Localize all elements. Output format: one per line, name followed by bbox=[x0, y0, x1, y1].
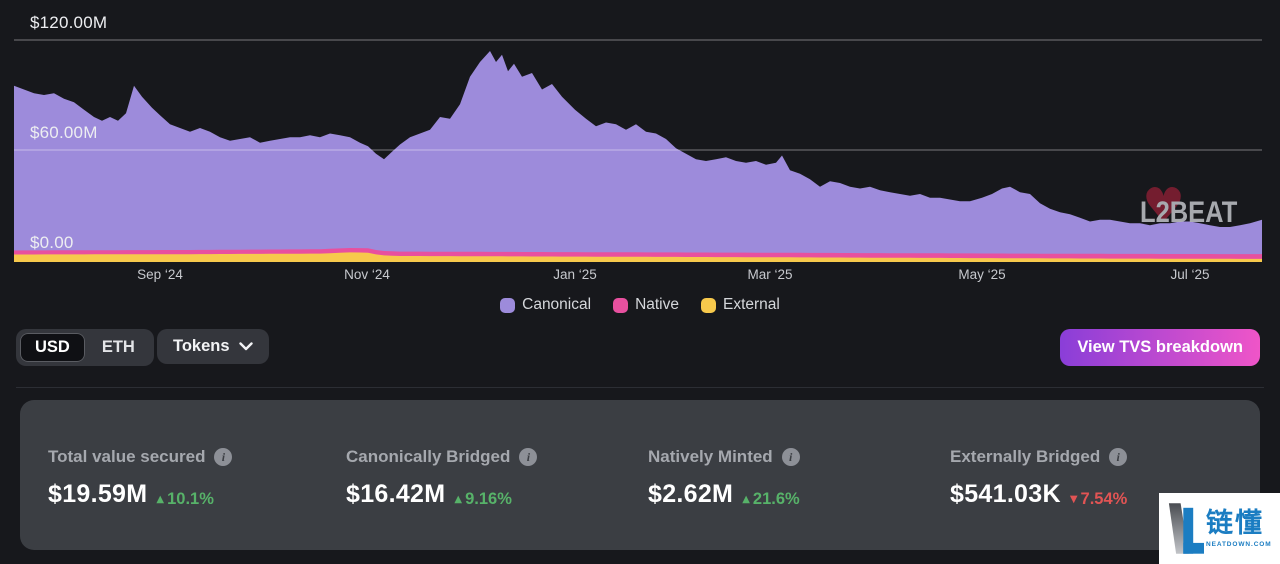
stat-label: Total value secured i bbox=[48, 447, 233, 467]
view-tvs-breakdown-button[interactable]: View TVS breakdown bbox=[1060, 329, 1260, 366]
l2beat-watermark: ♥ L2BEAT bbox=[1138, 178, 1254, 238]
stat-card-natively-minted: Natively Minted i $2.62M ▲ 21.6% bbox=[648, 400, 800, 509]
y-axis-label: $120.00M bbox=[30, 13, 108, 32]
chart-controls: USD ETH Tokens View TVS breakdown bbox=[16, 329, 1260, 367]
legend-swatch-icon bbox=[701, 297, 716, 313]
x-axis-label: Nov ‘24 bbox=[344, 267, 390, 282]
tokens-dropdown-label: Tokens bbox=[173, 337, 230, 355]
stat-change-text: 9.16% bbox=[465, 490, 512, 508]
y-axis-label: $60.00M bbox=[30, 123, 98, 142]
info-icon[interactable]: i bbox=[519, 448, 538, 466]
l2beat-logo-text: L2BEAT bbox=[1140, 196, 1238, 229]
currency-toggle[interactable]: USD ETH bbox=[16, 329, 154, 366]
legend-label: Canonical bbox=[522, 296, 592, 313]
x-axis-label: Sep ‘24 bbox=[137, 267, 183, 282]
stat-label: Externally Bridged i bbox=[950, 447, 1128, 467]
stat-change: ▼ 7.54% bbox=[1070, 490, 1128, 509]
chart-legend: Canonical Native External bbox=[0, 296, 1280, 314]
x-axis-label: Jul ‘25 bbox=[1170, 267, 1210, 282]
stat-change: ▲ 10.1% bbox=[156, 490, 214, 509]
canonical-area bbox=[14, 51, 1262, 262]
legend-item-canonical[interactable]: Canonical bbox=[500, 296, 591, 314]
stat-label-text: Externally Bridged bbox=[950, 447, 1101, 466]
stat-change-text: 21.6% bbox=[752, 490, 800, 508]
info-icon[interactable]: i bbox=[781, 448, 800, 466]
external-area bbox=[14, 252, 1262, 262]
legend-item-external[interactable]: External bbox=[701, 296, 780, 314]
stat-change: ▲ 9.16% bbox=[454, 490, 512, 509]
legend-swatch-icon bbox=[500, 297, 516, 313]
stat-label: Natively Minted i bbox=[648, 447, 800, 467]
chevron-down-icon bbox=[238, 342, 253, 351]
stat-value: $541.03K bbox=[950, 480, 1061, 508]
info-icon[interactable]: i bbox=[214, 448, 233, 466]
stat-change: ▲ 21.6% bbox=[742, 490, 800, 509]
stat-value: $2.62M bbox=[648, 480, 734, 508]
neatdown-watermark-badge: 链懂 NEATDOWN.COM bbox=[1159, 493, 1280, 564]
tvs-chart-section: ♥ L2BEAT $120.00M $60.00M $0.00 Sep ‘24 Nov … bbox=[14, 0, 1262, 282]
legend-label: External bbox=[723, 296, 780, 313]
stat-label-text: Canonically Bridged bbox=[346, 447, 511, 466]
trend-arrow-icon: ▲ bbox=[742, 494, 750, 505]
currency-option-eth[interactable]: ETH bbox=[101, 338, 135, 356]
info-icon[interactable]: i bbox=[1109, 448, 1128, 466]
x-axis-label: Jan ‘25 bbox=[553, 267, 597, 282]
stat-label: Canonically Bridged i bbox=[346, 447, 538, 467]
section-divider bbox=[16, 387, 1264, 388]
tvs-stacked-area-chart[interactable] bbox=[14, 0, 1262, 266]
trend-arrow-icon: ▲ bbox=[454, 494, 463, 505]
trend-arrow-icon: ▲ bbox=[156, 494, 165, 505]
y-axis-label: $0.00 bbox=[30, 233, 74, 252]
tvs-stats-panel: Total value secured i $19.59M ▲ 10.1% Ca… bbox=[20, 400, 1260, 550]
stat-change-text: 7.54% bbox=[1080, 490, 1128, 508]
neatdown-logo-icon bbox=[1168, 503, 1204, 554]
trend-arrow-icon: ▼ bbox=[1069, 494, 1078, 505]
stat-value: $19.59M bbox=[48, 480, 148, 508]
tokens-dropdown-button[interactable]: Tokens bbox=[157, 329, 269, 364]
stat-change-text: 10.1% bbox=[167, 490, 214, 508]
x-axis-label: May ‘25 bbox=[958, 267, 1006, 282]
badge-cn-text: 链懂 bbox=[1206, 508, 1264, 539]
legend-label: Native bbox=[635, 296, 679, 313]
legend-item-native[interactable]: Native bbox=[613, 296, 679, 314]
heart-icon: ♥ bbox=[1142, 178, 1186, 234]
currency-option-usd[interactable]: USD bbox=[20, 333, 85, 362]
stat-label-text: Total value secured bbox=[48, 447, 206, 466]
stat-value: $16.42M bbox=[346, 480, 446, 508]
legend-swatch-icon bbox=[613, 297, 629, 313]
x-axis-label: Mar ‘25 bbox=[747, 267, 793, 282]
stat-label-text: Natively Minted bbox=[648, 447, 773, 466]
stat-card-canonically-bridged: Canonically Bridged i $16.42M ▲ 9.16% bbox=[346, 400, 538, 509]
stat-card-externally-bridged: Externally Bridged i $541.03K ▼ 7.54% bbox=[950, 400, 1127, 509]
badge-site-text: NEATDOWN.COM bbox=[1206, 541, 1272, 548]
stat-card-total-value-secured: Total value secured i $19.59M ▲ 10.1% bbox=[48, 400, 233, 509]
